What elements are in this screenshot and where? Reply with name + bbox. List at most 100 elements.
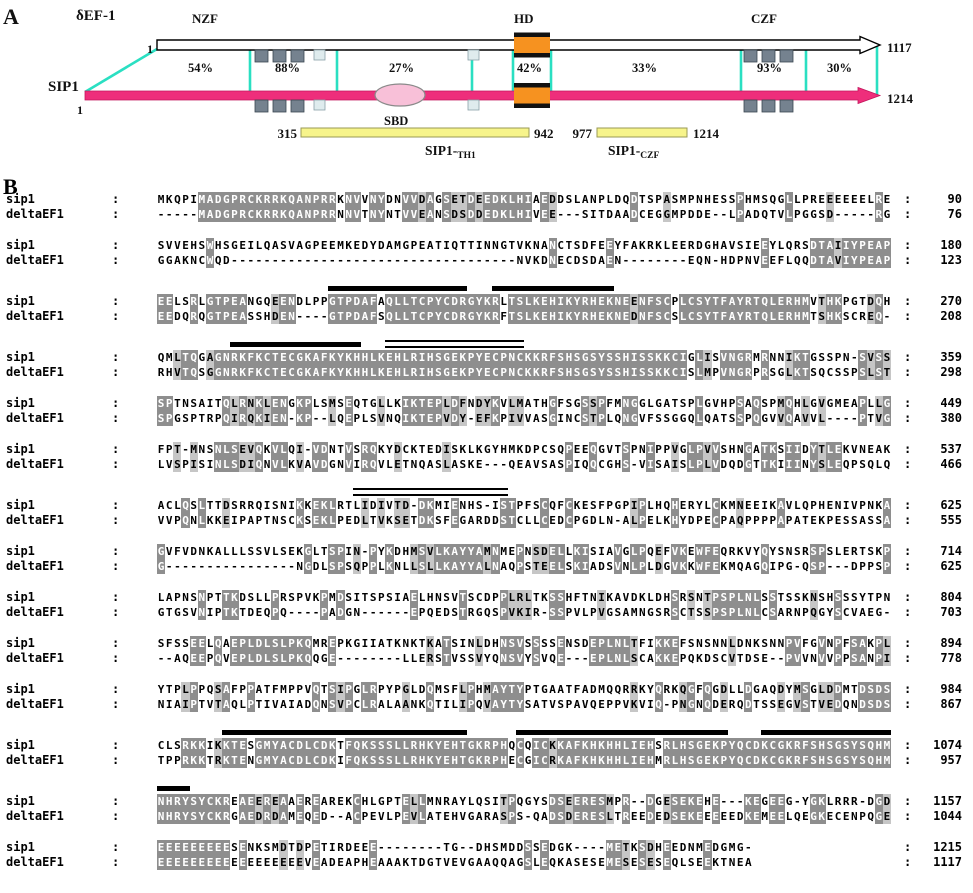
sbd-domain-ellipse — [374, 83, 426, 107]
residue-cell: S — [157, 396, 166, 411]
residue-cell: F — [573, 591, 581, 604]
residue-cell: S — [793, 545, 801, 558]
residue-cell: S — [499, 513, 508, 528]
residue-cell: K — [499, 207, 508, 222]
residue-cell: P — [817, 559, 826, 574]
residue-cell: - — [182, 208, 189, 221]
separator-colon: : — [904, 350, 912, 364]
residue-cell: M — [793, 682, 802, 697]
residue-cell: H — [361, 856, 369, 869]
residue-cell: P — [174, 754, 181, 767]
residue-cell: I — [703, 350, 712, 365]
residue-number: 894 — [940, 636, 962, 650]
residue-cell: F — [646, 309, 655, 324]
residue-cell: K — [377, 443, 385, 456]
residue-cell: I — [630, 738, 639, 753]
residue-cell: L — [360, 682, 370, 697]
residue-cell: - — [329, 254, 336, 267]
residue-cell: L — [556, 559, 565, 574]
residue-cell: T — [671, 397, 679, 410]
residue-cell: - — [304, 443, 312, 456]
residue-cell: E — [647, 208, 654, 221]
residue-cell: - — [426, 254, 434, 267]
residue-cell: S — [369, 412, 377, 425]
residue-cell: L — [695, 365, 704, 380]
residue-cell: D — [369, 499, 377, 512]
residue-cell: L — [279, 651, 288, 666]
residue-cell: S — [589, 350, 598, 365]
residue-cell: Q — [802, 499, 809, 512]
residue-cell: F — [174, 545, 181, 558]
residue-cell: Q — [263, 239, 271, 252]
residue-cell: P — [515, 544, 525, 559]
residue-cell: Q — [654, 697, 663, 712]
residue-cell: C — [564, 498, 573, 513]
residue-number: 1044 — [933, 809, 962, 823]
residue-cell: - — [247, 560, 255, 573]
alignment-row-deltaEF1: deltaEF1: - - - - - M A D G P R C K R R K Q A N P R R N N V T N Y N T V… — [0, 207, 973, 222]
residue-cell: D — [548, 809, 557, 824]
residue-cell: S — [655, 412, 662, 425]
residue-cell: V — [451, 591, 459, 604]
residue-cell: S — [654, 294, 663, 309]
residue-cell: D — [418, 498, 427, 513]
alignment-row-sip1: sip1: N H R Y S Y C K R E A E E R E A A E R E A R E K C H L G P T E L L M N… — [0, 794, 973, 809]
residue-number: 90 — [947, 192, 962, 206]
residue-cell: E — [328, 651, 337, 666]
residue-cell: H — [613, 738, 622, 753]
motif-annotation-strip — [0, 488, 973, 498]
residue-cell: A — [296, 698, 304, 711]
residue-cell: K — [344, 350, 353, 365]
residue-cell: E — [581, 499, 589, 512]
residue-cell: H — [646, 753, 655, 768]
residue-cell: D — [540, 544, 549, 559]
alignment-block: sip1: N H R Y S Y C K R E A E E R E A A E R E A R E K C H L G P T E L L M N… — [0, 784, 973, 824]
residue-cell: E — [703, 840, 712, 855]
residue-cell: S — [687, 738, 696, 753]
residue-cell: D — [874, 682, 883, 697]
residue-cell: E — [311, 855, 321, 870]
residue-cell: G — [882, 396, 892, 411]
residue-cell: Q — [426, 697, 435, 712]
residue-cell: V — [165, 239, 173, 252]
residue-cell: Q — [352, 738, 361, 753]
residue-cell: E — [866, 238, 875, 253]
residue-cell: E — [867, 443, 874, 456]
residue-cell: G — [875, 606, 883, 619]
residue-cell: M — [263, 753, 272, 768]
residue-cell: - — [834, 412, 842, 425]
residue-cell: Q — [809, 605, 818, 620]
residue-cell: E — [703, 855, 712, 870]
residue-cell: E — [776, 309, 786, 324]
motif-annotation-strip — [0, 728, 973, 738]
residue-cell: P — [802, 193, 809, 206]
residue-cell: T — [541, 698, 548, 711]
alignment-block: sip1: S F S S E E L Q A E P L D L S L P K Q M R E P K G I I A T K N K T K A… — [0, 636, 973, 666]
alignment-row-deltaEF1: deltaEF1: N I A I P T V T A Q L P T I V A I A D Q N S V P C L R A L A A… — [0, 697, 973, 712]
residue-cell: G — [736, 365, 745, 380]
residue-cell: A — [622, 606, 630, 619]
residue-cell: R — [360, 442, 370, 457]
residue-cell: G — [606, 458, 613, 471]
residue-cell: G — [466, 753, 476, 768]
residue-cell: L — [246, 651, 255, 666]
residue-cell: V — [401, 192, 410, 207]
residue-cell: T — [443, 841, 450, 854]
residue-cell: D — [475, 841, 483, 854]
residue-cell: W — [205, 238, 215, 253]
residue-cell: - — [443, 254, 450, 267]
residue-cell: P — [369, 559, 378, 574]
separator-colon: : — [112, 855, 120, 869]
residue-cell: N — [484, 239, 491, 252]
residue-cell: S — [377, 310, 385, 323]
residue-cell: D — [548, 192, 557, 207]
residue-cell: E — [450, 498, 459, 513]
residue-cell: D — [329, 856, 336, 869]
residue-cell: Q — [288, 443, 295, 456]
residue-cell: - — [834, 208, 842, 221]
separator-colon: : — [904, 457, 912, 471]
residue-cell: L — [598, 514, 605, 527]
residue-cell: M — [842, 683, 850, 696]
